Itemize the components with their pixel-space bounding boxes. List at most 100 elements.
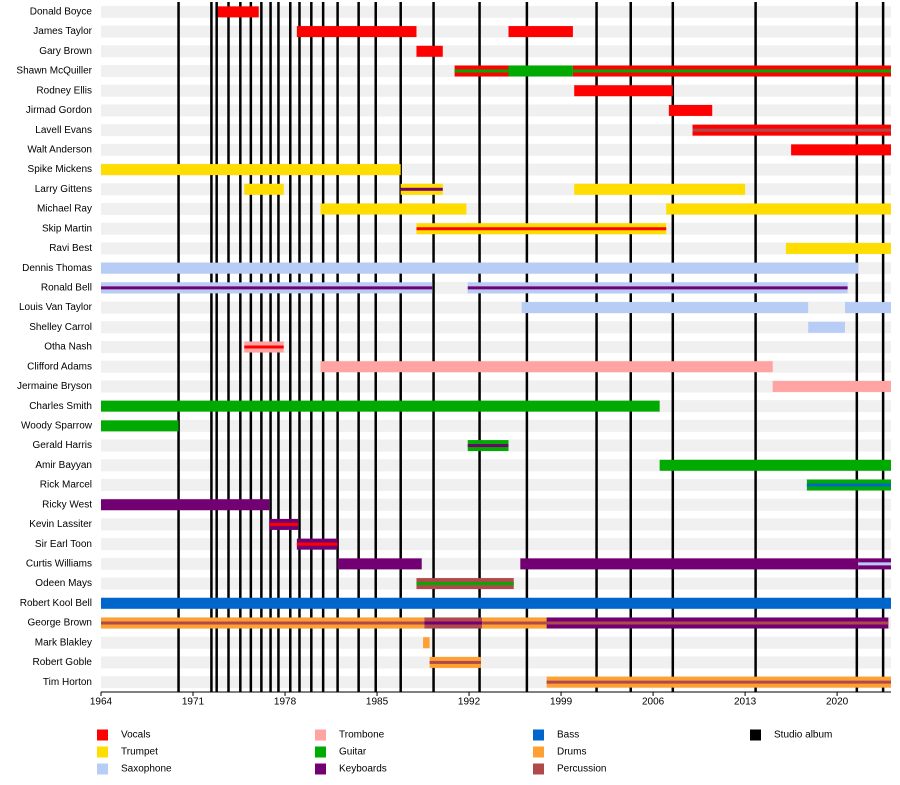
- member-bar: [101, 597, 891, 609]
- member-bar: [217, 6, 259, 18]
- member-bar-stripe: [101, 286, 433, 290]
- row-band: [101, 84, 891, 97]
- member-bar: [101, 420, 179, 432]
- member-bar: [666, 203, 891, 215]
- row-band: [101, 341, 891, 353]
- member-label: Michael Ray: [37, 204, 92, 215]
- member-label: Gerald Harris: [33, 440, 92, 451]
- member-bar: [508, 26, 573, 38]
- legend-label: Drums: [557, 747, 586, 758]
- member-bar: [296, 26, 417, 38]
- member-bar-stripe: [692, 128, 891, 132]
- member-bar: [101, 164, 401, 176]
- row-band: [101, 380, 891, 393]
- member-label: Ronald Bell: [41, 282, 92, 293]
- member-label: Spike Mickens: [28, 164, 92, 175]
- row-band: [101, 183, 891, 196]
- member-label: Rick Marcel: [40, 480, 92, 491]
- member-bar: [337, 558, 422, 570]
- legend-label: Trombone: [339, 730, 385, 741]
- member-bar-stripe: [858, 562, 891, 566]
- member-label: Amir Bayyan: [35, 460, 92, 471]
- member-label: Rodney Ellis: [36, 85, 92, 96]
- legend-label: Guitar: [339, 747, 367, 758]
- member-bar-stripe: [416, 582, 514, 586]
- member-bar: [772, 380, 891, 392]
- member-bar: [416, 45, 443, 57]
- row-band: [101, 518, 891, 531]
- member-bar: [785, 242, 891, 254]
- row-band: [101, 242, 891, 255]
- member-label: Robert Kool Bell: [20, 598, 92, 609]
- row-band: [101, 479, 891, 491]
- member-bar-stripe: [244, 345, 284, 349]
- member-bar: [808, 321, 845, 333]
- member-label: Lavell Evans: [35, 125, 92, 136]
- x-tick-label: 1999: [550, 697, 573, 708]
- member-bar-stripe: [429, 660, 481, 664]
- row-band: [101, 143, 891, 156]
- member-bar: [423, 637, 430, 649]
- member-label: Donald Boyce: [30, 6, 93, 17]
- member-label: Ricky West: [42, 499, 92, 510]
- member-bar: [574, 183, 746, 195]
- member-label: Gary Brown: [39, 46, 92, 57]
- member-bar: [844, 302, 891, 314]
- member-bar-stripe: [572, 69, 891, 73]
- member-bar: [320, 361, 773, 373]
- member-label: Ravi Best: [49, 243, 92, 254]
- member-bar-stripe: [467, 286, 848, 290]
- member-label: Jirmad Gordon: [26, 105, 92, 116]
- member-label: George Brown: [28, 618, 92, 629]
- member-bar: [521, 302, 809, 314]
- member-bar-stripe: [296, 542, 338, 546]
- legend-label: Trumpet: [121, 747, 158, 758]
- member-label: Curtis Williams: [26, 558, 92, 569]
- member-bar-stripe: [101, 621, 425, 625]
- x-tick-label: 1964: [90, 697, 113, 708]
- legend-swatch: [533, 763, 544, 775]
- row-band: [101, 321, 891, 334]
- legend-swatch: [533, 746, 544, 758]
- member-bar: [101, 262, 859, 274]
- x-tick-label: 1985: [366, 697, 389, 708]
- x-tick-label: 1971: [182, 697, 205, 708]
- legend-label: Studio album: [774, 730, 832, 741]
- member-label: Walt Anderson: [27, 144, 92, 155]
- member-bar-stripe: [546, 680, 891, 684]
- row-band: [101, 124, 891, 137]
- member-label: Skip Martin: [42, 223, 92, 234]
- member-bar-stripe: [424, 621, 483, 625]
- legend-label: Keyboards: [339, 764, 387, 775]
- member-label: James Taylor: [33, 26, 92, 37]
- row-band: [101, 104, 891, 117]
- member-label: Sir Earl Toon: [35, 539, 92, 550]
- member-bar: [101, 499, 270, 511]
- member-bar-stripe: [467, 444, 509, 448]
- member-bar: [574, 85, 673, 97]
- legend-swatch: [533, 729, 544, 741]
- member-label: Dennis Thomas: [22, 263, 92, 274]
- legend-label: Percussion: [557, 764, 606, 775]
- member-bar: [101, 400, 660, 412]
- row-band: [101, 538, 891, 551]
- legend-swatch: [315, 729, 326, 741]
- member-label: Kevin Lassiter: [29, 519, 92, 530]
- member-label: Louis Van Taylor: [19, 302, 93, 313]
- member-bar: [244, 183, 284, 195]
- legend-swatch: [97, 746, 108, 758]
- member-label: Charles Smith: [29, 401, 92, 412]
- member-bar-stripe: [416, 227, 667, 231]
- x-tick-label: 1992: [458, 697, 481, 708]
- member-label: Larry Gittens: [35, 184, 92, 195]
- member-label: Tim Horton: [43, 677, 92, 688]
- member-bar: [320, 203, 467, 215]
- member-bar-stripe: [269, 522, 299, 526]
- legend-swatch: [97, 729, 108, 741]
- x-tick-label: 2013: [734, 697, 757, 708]
- member-label: Jermaine Bryson: [17, 381, 92, 392]
- x-tick-label: 2020: [826, 697, 849, 708]
- legend-swatch: [750, 729, 761, 741]
